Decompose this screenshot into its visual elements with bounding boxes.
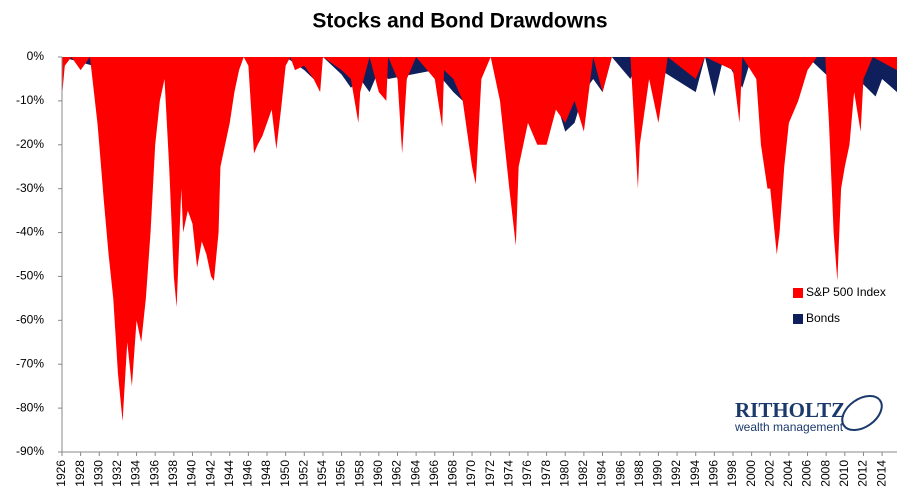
x-tick-label: 1976: [520, 460, 534, 487]
chart-title: Stocks and Bond Drawdowns: [312, 10, 607, 33]
y-tick-label: -80%: [16, 400, 44, 414]
x-tick-label: 1978: [539, 460, 553, 487]
y-tick-label: -60%: [16, 313, 44, 327]
y-tick-label: 0%: [27, 49, 45, 63]
x-tick-label: 2000: [744, 460, 758, 487]
x-tick-label: 1970: [464, 460, 478, 487]
x-tick-label: 2008: [818, 460, 832, 487]
x-tick-label: 1986: [613, 460, 627, 487]
x-tick-label: 1940: [185, 460, 199, 487]
x-tick-label: 1990: [651, 460, 665, 487]
x-tick-label: 1948: [259, 460, 273, 487]
x-tick-label: 1996: [707, 460, 721, 487]
x-tick-label: 1942: [203, 460, 217, 487]
y-tick-label: -30%: [16, 181, 44, 195]
x-tick-label: 1980: [557, 460, 571, 487]
y-tick-label: -40%: [16, 225, 44, 239]
legend-label: Bonds: [806, 311, 840, 325]
y-tick-label: -20%: [16, 137, 44, 151]
y-tick-label: -70%: [16, 356, 44, 370]
x-tick-label: 1958: [352, 460, 366, 487]
x-tick-label: 1962: [390, 460, 404, 487]
x-tick-label: 2014: [874, 460, 888, 487]
x-tick-label: 1960: [371, 460, 385, 487]
x-tick-label: 1988: [632, 460, 646, 487]
x-tick-label: 1944: [222, 460, 236, 487]
x-tick-label: 1930: [91, 460, 105, 487]
x-tick-label: 1974: [501, 460, 515, 487]
x-tick-label: 1932: [110, 460, 124, 487]
legend-swatch: [793, 314, 803, 324]
legend-label: S&P 500 Index: [806, 285, 886, 299]
y-tick-label: -10%: [16, 93, 44, 107]
x-tick-label: 1936: [147, 460, 161, 487]
x-tick-label: 2006: [800, 460, 814, 487]
x-tick-label: 2012: [856, 460, 870, 487]
logo-icon: [841, 394, 883, 432]
x-tick-label: 1972: [483, 460, 497, 487]
x-tick-label: 1956: [334, 460, 348, 487]
logo-tagline: wealth management: [734, 420, 844, 434]
x-tick-label: 1926: [54, 460, 68, 487]
areas: [62, 57, 897, 422]
x-tick-label: 1934: [129, 460, 143, 487]
y-tick-label: -90%: [16, 444, 44, 458]
x-tick-label: 1952: [296, 460, 310, 487]
x-tick-label: 2010: [837, 460, 851, 487]
x-tick-label: 1950: [278, 460, 292, 487]
x-tick-label: 1954: [315, 460, 329, 487]
x-tick-label: 1938: [166, 460, 180, 487]
logo-name: RITHOLTZ: [735, 398, 845, 422]
x-tick-label: 2004: [781, 460, 795, 487]
x-tick-label: 2002: [762, 460, 776, 487]
y-tick-label: -50%: [16, 269, 44, 283]
x-tick-label: 1964: [408, 460, 422, 487]
x-tick-label: 1966: [427, 460, 441, 487]
logo: RITHOLTZ wealth management: [734, 394, 883, 434]
legend-swatch: [793, 288, 803, 298]
x-tick-label: 1946: [241, 460, 255, 487]
x-tick-label: 1998: [725, 460, 739, 487]
x-tick-label: 1992: [669, 460, 683, 487]
area: [62, 57, 897, 132]
x-tick-label: 1994: [688, 460, 702, 487]
x-tick-label: 1984: [595, 460, 609, 487]
x-tick-label: 1982: [576, 460, 590, 487]
x-tick-label: 1968: [446, 460, 460, 487]
area: [62, 57, 897, 422]
x-tick-label: 1928: [73, 460, 87, 487]
